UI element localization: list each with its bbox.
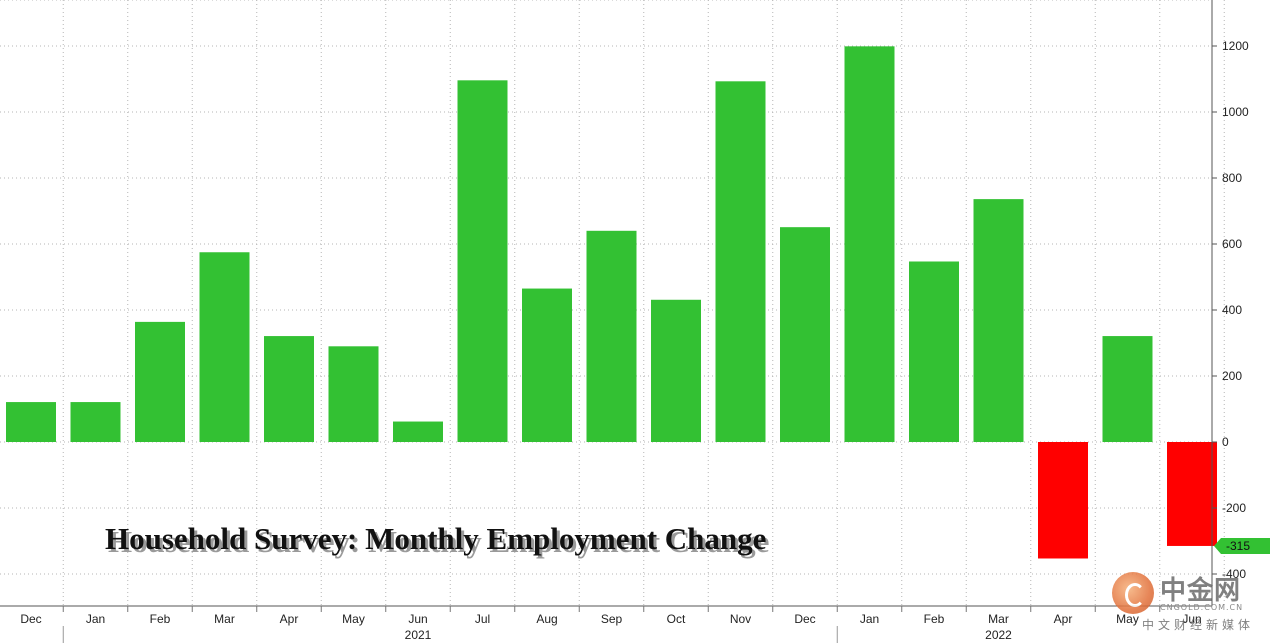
bar [6, 402, 56, 442]
x-tick-label: May [342, 612, 365, 626]
bar [328, 346, 379, 442]
y-tick-label: -200 [1222, 501, 1246, 515]
last-value-callout [1214, 537, 1270, 554]
chart-title-shadow: Household Survey: Monthly Employment Cha… [108, 524, 769, 559]
bar [651, 299, 701, 442]
grid-lines [0, 0, 1225, 606]
bar [586, 230, 637, 442]
x-tick-label: Jun [408, 612, 427, 626]
x-tick-label: Jan [860, 612, 879, 626]
x-tick-label: Jan [86, 612, 105, 626]
chart-title-group: Household Survey: Monthly Employment Cha… [105, 521, 769, 559]
bar [457, 80, 508, 442]
watermark-name: 中金网 [1160, 576, 1242, 606]
chart-title: Household Survey: Monthly Employment Cha… [105, 521, 766, 556]
x-tick-label: Aug [536, 612, 557, 626]
x-tick-label: Feb [150, 612, 171, 626]
y-tick-label: 600 [1222, 237, 1242, 251]
y-tick-label: 400 [1222, 303, 1242, 317]
x-tick-label: Apr [280, 612, 299, 626]
x-tick-label: Mar [214, 612, 235, 626]
y-tick-label: -400 [1222, 567, 1246, 581]
x-tick-label: Sep [601, 612, 623, 626]
x-tick-label: May [1116, 612, 1139, 626]
bar [1102, 336, 1153, 442]
bar [1038, 442, 1088, 559]
bar [70, 402, 121, 442]
bars [6, 46, 1217, 559]
y-tick-label: 200 [1222, 369, 1242, 383]
y-tick-label: 0 [1222, 435, 1229, 449]
x-tick-label: Mar [988, 612, 1009, 626]
bar [1167, 442, 1217, 546]
y-tick-label: 1200 [1222, 39, 1249, 53]
bar [909, 261, 959, 442]
last-value-label: -315 [1226, 539, 1250, 553]
y-tick-label: 1000 [1222, 105, 1249, 119]
bar [522, 288, 572, 442]
watermark-logo-icon [1112, 572, 1154, 614]
x-tick-label: Dec [20, 612, 41, 626]
x-tick-label: Jul [475, 612, 490, 626]
bar [264, 336, 314, 442]
bar [199, 252, 250, 442]
x-tick-label: Feb [924, 612, 945, 626]
bar [844, 46, 895, 443]
year-label: 2022 [985, 628, 1012, 642]
watermark-url: CNGOLD.COM.CN [1160, 603, 1244, 612]
x-tick-label: Oct [667, 612, 686, 626]
x-tick-label: Apr [1054, 612, 1073, 626]
x-tick-label: Dec [794, 612, 815, 626]
bar [715, 81, 766, 442]
bar [973, 199, 1024, 442]
x-tick-label: Nov [730, 612, 751, 626]
y-tick-label: 800 [1222, 171, 1242, 185]
bar [135, 321, 185, 442]
bar [393, 421, 443, 442]
watermark: 中金网 CNGOLD.COM.CN 中文财经新媒体 [1112, 570, 1262, 636]
year-label: 2021 [405, 628, 432, 642]
bar [780, 227, 830, 442]
x-tick-label: Jun [1182, 612, 1201, 626]
watermark-slogan: 中文财经新媒体 [1142, 618, 1255, 632]
